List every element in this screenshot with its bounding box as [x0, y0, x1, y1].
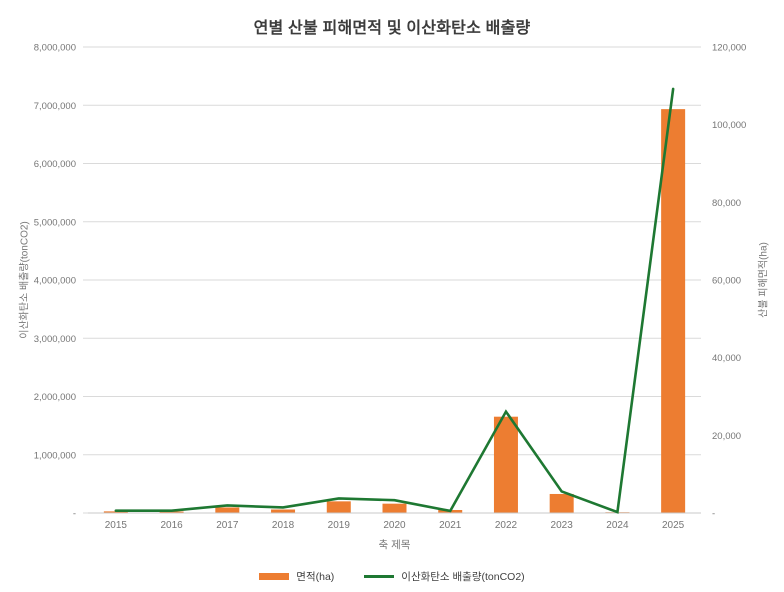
x-tick-label: 2021 [439, 520, 462, 531]
bar-2025 [661, 109, 686, 513]
x-tick-label: 2016 [160, 520, 183, 531]
co2-line-series [114, 87, 675, 514]
legend-item-co2: 이산화탄소 배출량(tonCO2) [364, 569, 525, 584]
x-tick-label: 2022 [495, 520, 518, 531]
y-tick-label-right: 100,000 [712, 120, 746, 131]
y-axis-title-left: 이산화탄소 배출량(tonCO2) [19, 221, 31, 339]
x-tick-label: 2017 [216, 520, 239, 531]
y-tick-label-left: 8,000,000 [34, 43, 76, 54]
y-tick-label-left: 7,000,000 [34, 101, 76, 112]
legend-label-area: 면적(ha) [296, 571, 335, 583]
y-tick-label-right: 120,000 [712, 43, 746, 54]
bar-2017 [215, 507, 240, 513]
bar-2023 [549, 493, 574, 513]
x-tick-label: 2018 [272, 520, 295, 531]
x-tick-label: 2025 [662, 520, 685, 531]
chart-title: 연별 산불 피해면적 및 이산화탄소 배출량 [253, 20, 531, 37]
x-tick-label: 2015 [105, 520, 128, 531]
y-tick-label-right: 80,000 [712, 198, 741, 209]
x-tick-label: 2024 [606, 520, 629, 531]
y-tick-label-right: 40,000 [712, 353, 741, 364]
y-axis-title-right: 산불 피해면적(ha) [758, 242, 770, 318]
x-axis-title: 축 제목 [378, 539, 411, 551]
bar-2016 [159, 511, 184, 513]
y-tick-label-right: 20,000 [712, 431, 741, 442]
y-tick-label-left: 3,000,000 [34, 334, 76, 345]
x-tick-label: 2019 [328, 520, 351, 531]
y-tick-label-left: - [73, 509, 76, 520]
y-tick-label-left: 4,000,000 [34, 276, 76, 287]
y-tick-label-left: 2,000,000 [34, 392, 76, 403]
co2-series-swatch-icon [364, 575, 395, 578]
y-tick-label-left: 5,000,000 [34, 217, 76, 228]
y-tick-label-left: 1,000,000 [34, 450, 76, 461]
y-tick-label-left: 6,000,000 [34, 159, 76, 170]
x-tick-label: 2020 [383, 520, 406, 531]
area-series-swatch-icon [259, 573, 290, 580]
bar-2015 [103, 511, 128, 513]
y-tick-label-right: 60,000 [712, 276, 741, 287]
x-tick-label: 2023 [551, 520, 574, 531]
bar-2020 [382, 503, 407, 513]
bar-2022 [493, 416, 518, 513]
legend-label-co2: 이산화탄소 배출량(tonCO2) [401, 571, 525, 583]
bar-2019 [326, 501, 351, 513]
y-tick-label-right: - [712, 509, 715, 520]
bar-2018 [271, 509, 296, 513]
legend: 면적(ha) 이산화탄소 배출량(tonCO2) [0, 569, 784, 584]
legend-item-area: 면적(ha) [259, 569, 334, 584]
